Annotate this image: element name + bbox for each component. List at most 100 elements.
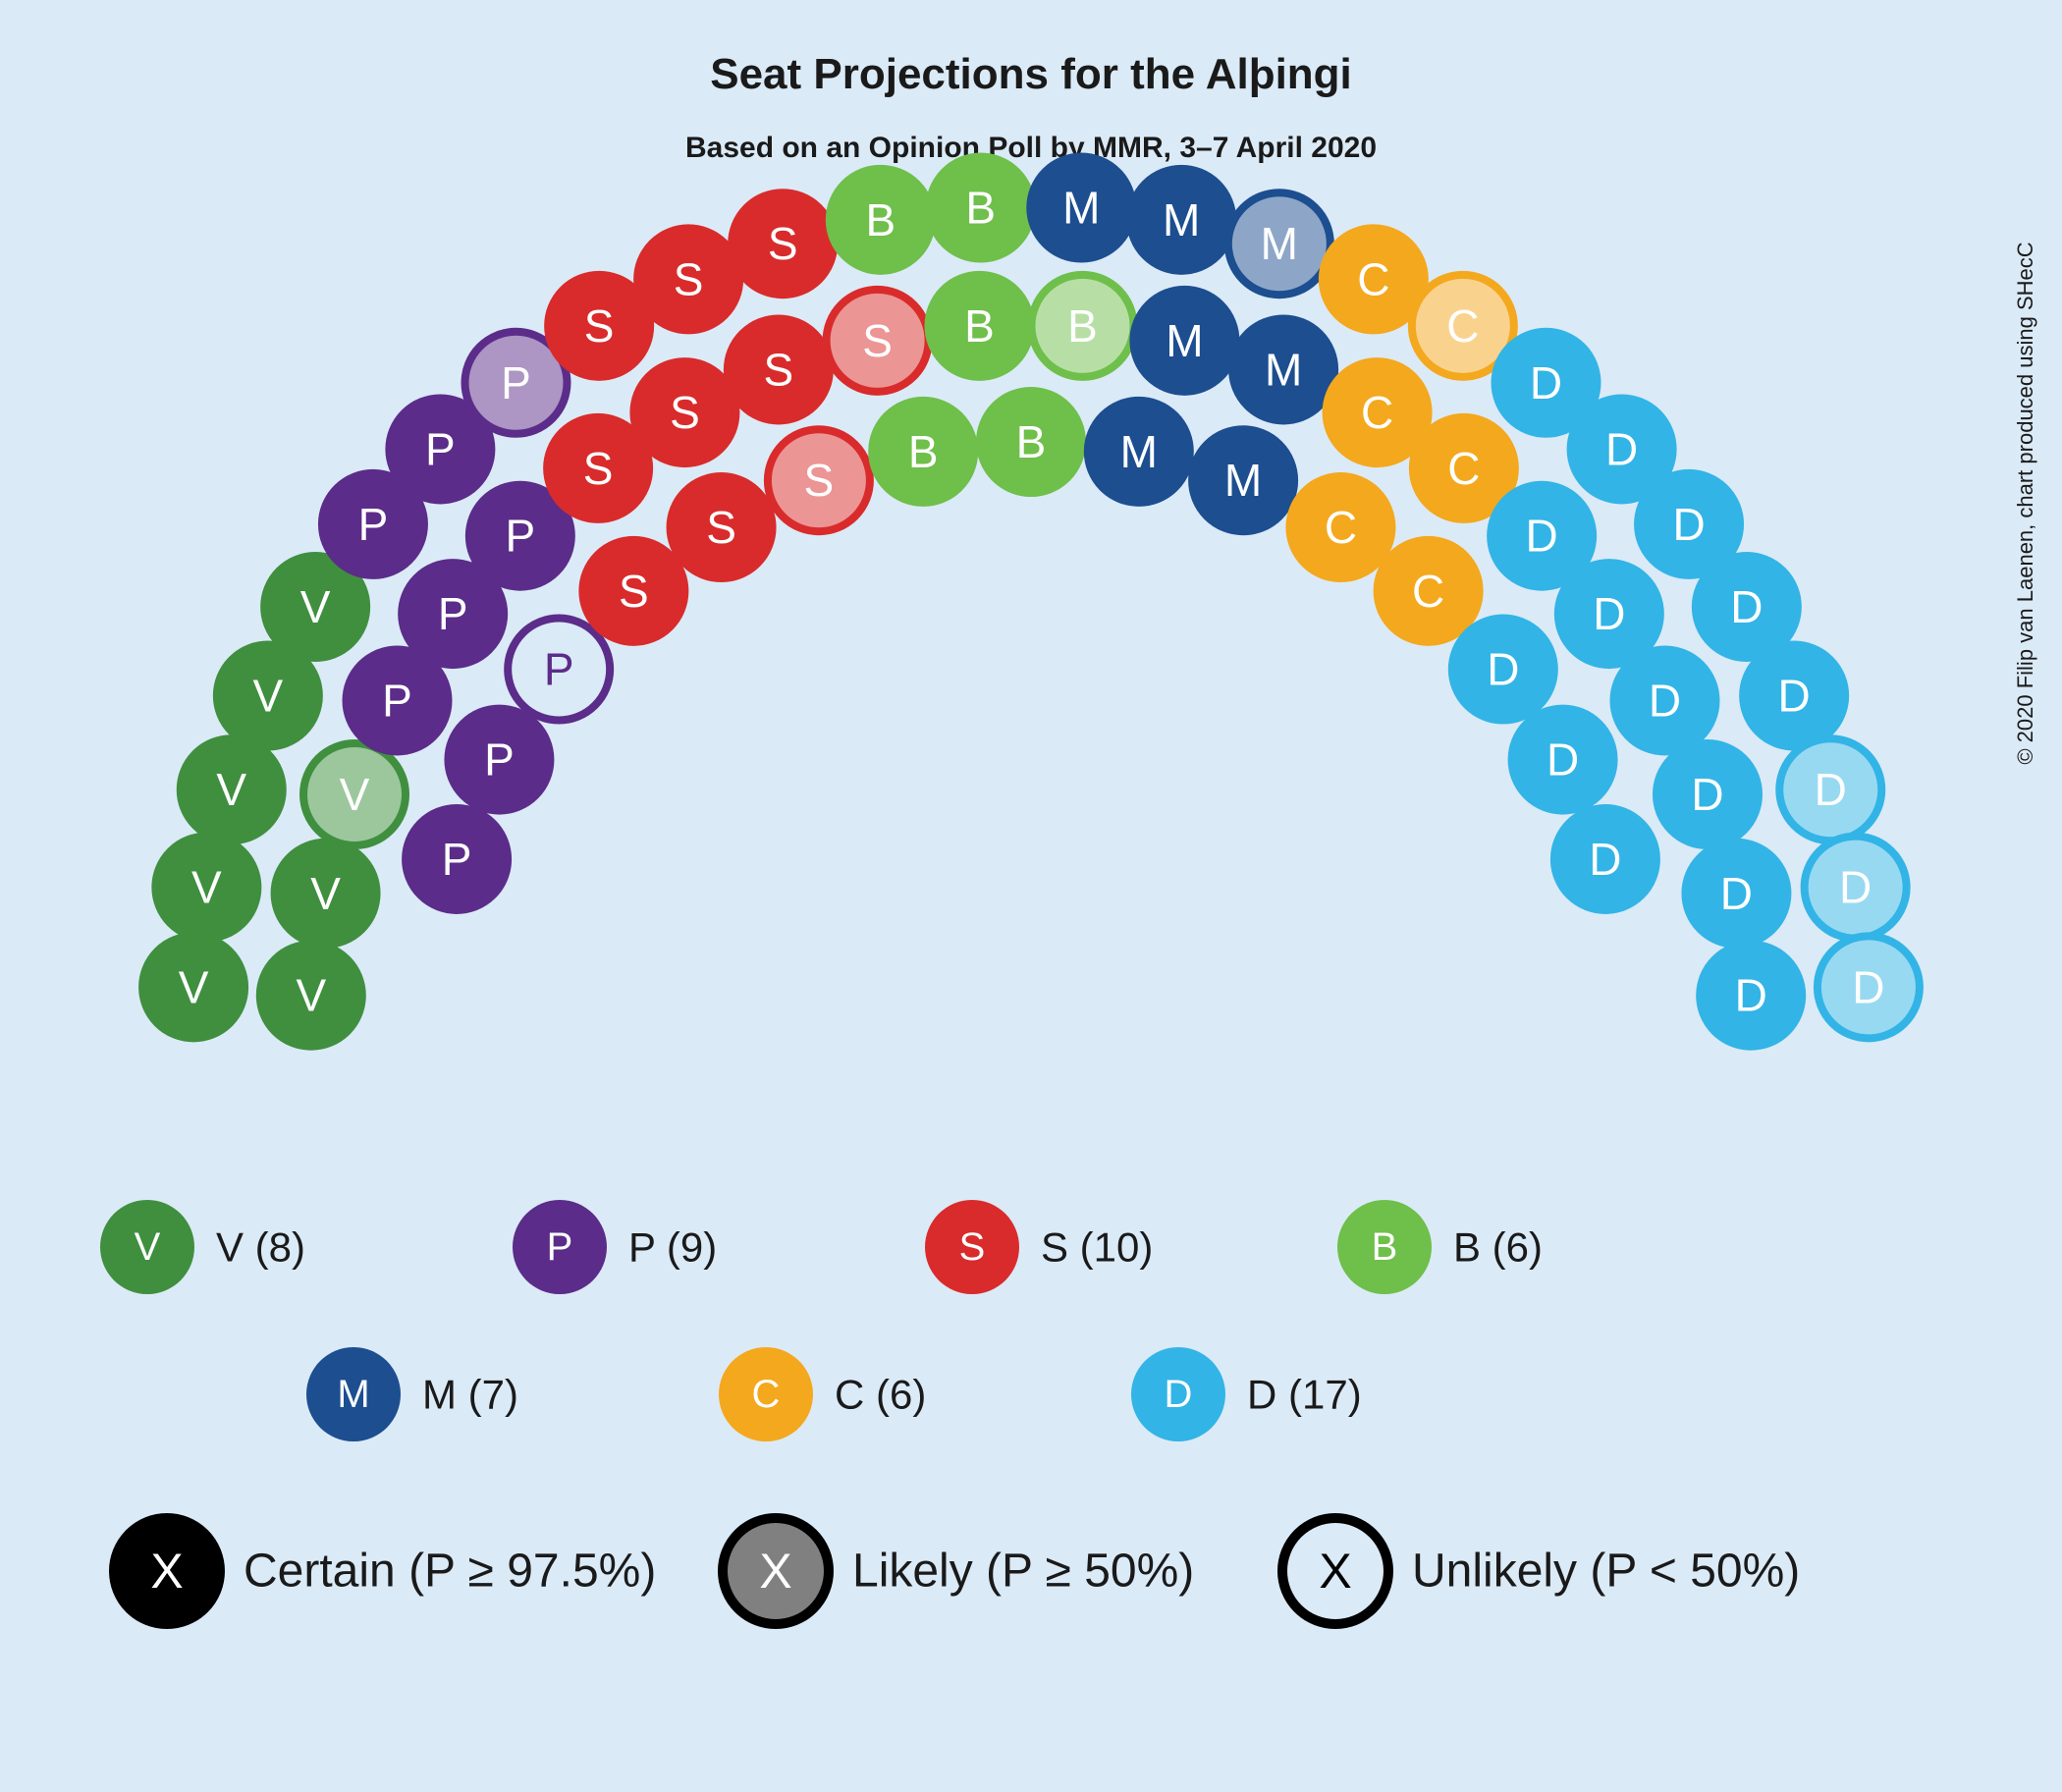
- seat-M: M: [1133, 290, 1235, 392]
- seat-projection-chart: Seat Projections for the Alþingi Based on…: [0, 0, 2062, 1792]
- seat-P: P: [448, 709, 550, 811]
- seat-S: S: [827, 290, 929, 392]
- legend-party-label: V (8): [216, 1224, 305, 1271]
- seat-B: B: [980, 391, 1082, 493]
- seat-S: S: [633, 361, 735, 463]
- seat-C: C: [1378, 540, 1480, 642]
- seat-S: S: [732, 192, 834, 295]
- svg-text:P: P: [547, 1225, 573, 1269]
- svg-text:V: V: [253, 671, 284, 722]
- svg-text:S: S: [706, 502, 736, 553]
- seat-S: S: [637, 228, 739, 330]
- svg-text:C: C: [1412, 566, 1444, 617]
- seat-M: M: [1088, 401, 1190, 503]
- seat-M: M: [1192, 429, 1294, 531]
- svg-text:V: V: [310, 868, 341, 919]
- legend-party-label: D (17): [1247, 1372, 1362, 1418]
- seat-D: D: [1805, 837, 1907, 939]
- svg-text:B: B: [908, 426, 939, 477]
- svg-text:S: S: [768, 218, 798, 269]
- copyright-text: © 2020 Filip van Laenen, chart produced …: [2013, 242, 2037, 764]
- seat-P: P: [406, 808, 508, 910]
- svg-text:V: V: [300, 581, 331, 632]
- seat-S: S: [728, 318, 830, 420]
- svg-text:V: V: [340, 769, 370, 820]
- seat-V: V: [260, 945, 362, 1047]
- svg-text:D: D: [1720, 868, 1753, 919]
- svg-text:X: X: [759, 1544, 791, 1599]
- svg-text:X: X: [150, 1544, 183, 1599]
- svg-text:D: D: [1593, 588, 1625, 639]
- svg-text:V: V: [191, 862, 222, 913]
- svg-text:P: P: [501, 357, 531, 408]
- svg-text:D: D: [1589, 834, 1621, 885]
- seat-D: D: [1554, 808, 1656, 910]
- legend-party-label: M (7): [422, 1372, 518, 1418]
- legend-prob-label: Certain (P ≥ 97.5%): [244, 1546, 656, 1598]
- seat-B: B: [830, 169, 932, 271]
- svg-text:C: C: [1357, 253, 1389, 304]
- svg-text:M: M: [1261, 218, 1298, 269]
- legend-party-label: P (9): [628, 1224, 717, 1271]
- svg-text:D: D: [1487, 644, 1519, 695]
- svg-text:V: V: [179, 961, 209, 1012]
- svg-text:S: S: [583, 443, 614, 494]
- seat-M: M: [1228, 192, 1330, 295]
- svg-text:S: S: [959, 1225, 986, 1269]
- svg-text:S: S: [804, 455, 835, 506]
- svg-text:S: S: [670, 387, 700, 438]
- seat-B: B: [872, 401, 974, 503]
- seat-V: V: [181, 738, 283, 841]
- svg-text:X: X: [1319, 1544, 1351, 1599]
- svg-text:M: M: [1120, 426, 1158, 477]
- svg-text:D: D: [1735, 970, 1767, 1021]
- legend-party-label: S (10): [1041, 1224, 1153, 1271]
- seat-S: S: [582, 540, 684, 642]
- seat-V: V: [142, 936, 244, 1038]
- svg-text:C: C: [752, 1373, 781, 1416]
- seat-D: D: [1656, 743, 1759, 845]
- svg-text:P: P: [442, 834, 472, 885]
- svg-text:C: C: [1361, 387, 1393, 438]
- svg-text:P: P: [438, 588, 468, 639]
- svg-text:M: M: [1265, 344, 1302, 395]
- seat-D: D: [1613, 649, 1715, 751]
- svg-text:P: P: [544, 644, 574, 695]
- legend-prob-label: Likely (P ≥ 50%): [852, 1546, 1194, 1598]
- chart-title: Seat Projections for the Alþingi: [710, 50, 1352, 98]
- chart-subtitle: Based on an Opinion Poll by MMR, 3–7 Apr…: [685, 132, 1377, 164]
- svg-text:M: M: [337, 1373, 369, 1416]
- svg-text:D: D: [1605, 423, 1638, 474]
- seat-M: M: [1130, 169, 1232, 271]
- svg-text:V: V: [296, 970, 326, 1021]
- svg-text:B: B: [1067, 300, 1098, 352]
- legend-prob-label: Unlikely (P < 50%): [1412, 1546, 1800, 1598]
- svg-text:M: M: [1163, 194, 1200, 245]
- seat-S: S: [768, 429, 870, 531]
- svg-text:D: D: [1691, 769, 1723, 820]
- svg-text:D: D: [1649, 675, 1681, 726]
- svg-text:S: S: [764, 344, 794, 395]
- svg-text:D: D: [1165, 1373, 1193, 1416]
- seat-D: D: [1743, 645, 1845, 747]
- svg-text:V: V: [135, 1225, 161, 1269]
- seat-C: C: [1289, 476, 1391, 578]
- svg-text:P: P: [425, 423, 456, 474]
- seat-B: B: [930, 157, 1032, 259]
- svg-text:P: P: [506, 511, 536, 562]
- svg-text:P: P: [382, 675, 412, 726]
- legend-party-label: C (6): [835, 1372, 926, 1418]
- svg-text:S: S: [862, 315, 893, 366]
- svg-text:B: B: [965, 183, 996, 234]
- svg-text:C: C: [1446, 300, 1479, 352]
- svg-text:B: B: [865, 194, 895, 245]
- seat-M: M: [1030, 157, 1132, 259]
- svg-text:D: D: [1839, 862, 1872, 913]
- svg-text:B: B: [1372, 1225, 1398, 1269]
- svg-text:D: D: [1526, 511, 1558, 562]
- svg-text:P: P: [484, 734, 515, 786]
- seat-B: B: [1031, 275, 1133, 377]
- svg-text:M: M: [1062, 183, 1100, 234]
- legend-party-label: B (6): [1453, 1224, 1543, 1271]
- seat-V: V: [275, 842, 377, 945]
